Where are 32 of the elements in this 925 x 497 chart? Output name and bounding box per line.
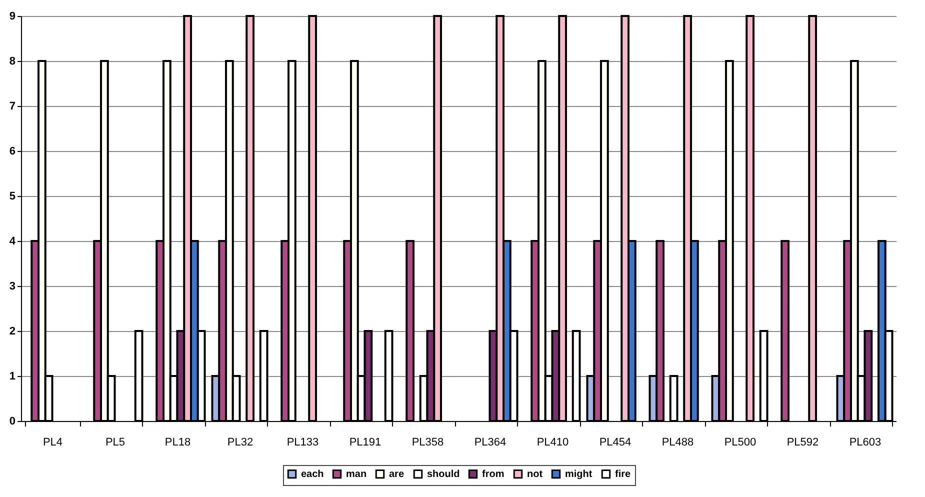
x-tick-label: PL133 — [286, 436, 319, 448]
legend-label: should — [427, 469, 460, 480]
legend-label: from — [482, 469, 504, 480]
x-tick-label: PL410 — [536, 436, 569, 448]
x-tick-label: PL18 — [164, 436, 191, 448]
y-tick-label: 4 — [9, 236, 16, 248]
x-tick-label: PL5 — [105, 436, 126, 448]
legend-label: each — [301, 469, 324, 480]
x-tick-label: PL32 — [227, 436, 254, 448]
x-tick-label: PL454 — [599, 436, 632, 448]
x-tick-label: PL191 — [349, 436, 382, 448]
legend-label: fire — [615, 469, 631, 480]
y-tick-label: 9 — [9, 10, 16, 22]
y-tick-label: 8 — [9, 56, 16, 68]
y-tick-label: 1 — [9, 370, 16, 382]
y-tick-label: 6 — [9, 146, 16, 158]
x-tick-label: PL500 — [724, 436, 756, 448]
legend-label: might — [565, 469, 593, 480]
x-tick-label: PL358 — [412, 436, 444, 448]
y-tick-label: 0 — [9, 416, 16, 428]
x-tick-label: PL603 — [849, 436, 882, 448]
x-tick-label: PL592 — [786, 436, 819, 448]
x-tick-label: PL488 — [662, 436, 694, 448]
y-tick-label: 2 — [9, 326, 16, 338]
y-tick-label: 3 — [9, 280, 16, 292]
x-tick-label: PL364 — [474, 436, 506, 448]
legend-label: not — [527, 469, 544, 480]
legend-label: man — [346, 469, 367, 480]
y-tick-label: 5 — [9, 190, 16, 202]
x-tick-label: PL4 — [42, 436, 63, 448]
y-tick-label: 7 — [9, 100, 16, 112]
legend-label: are — [389, 469, 404, 480]
